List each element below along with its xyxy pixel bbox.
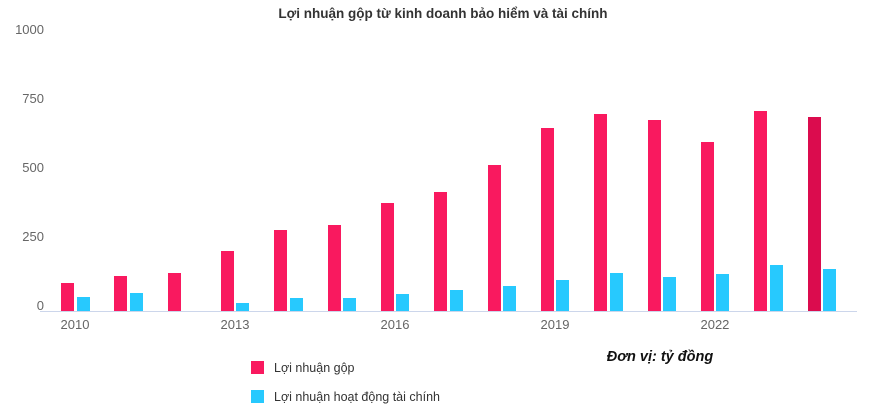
y-tick-label-0: 0 <box>36 298 44 313</box>
bar-series0-2021[interactable] <box>647 119 661 311</box>
x-tick-label-2019: 2019 <box>540 317 570 332</box>
bar-series0-2022[interactable] <box>700 142 714 311</box>
x-tick-label-2010: 2010 <box>60 317 90 332</box>
legend-swatch-finance <box>251 390 264 403</box>
legend-item-finance[interactable]: Lợi nhuận hoạt động tài chính <box>251 388 440 405</box>
legend-swatch-gross <box>251 361 264 374</box>
y-tick-label-750: 750 <box>22 91 44 106</box>
y-tick-label-1000: 1000 <box>15 22 44 37</box>
bar-series0-2013[interactable] <box>220 250 234 311</box>
legend: Lợi nhuận gộp Lợi nhuận hoạt động tài ch… <box>251 359 440 417</box>
bar-series1-2013[interactable] <box>236 302 250 311</box>
bar-series1-2016[interactable] <box>396 294 410 311</box>
bar-series1-2023[interactable] <box>769 264 783 311</box>
bar-series0-2017[interactable] <box>434 191 448 311</box>
bar-series1-2014[interactable] <box>289 298 303 311</box>
legend-label-gross: Lợi nhuận gộp <box>274 360 355 375</box>
bar-series0-2015[interactable] <box>327 225 341 311</box>
bar-series0-2024[interactable] <box>807 117 821 311</box>
x-tick-label-2022: 2022 <box>700 317 730 332</box>
bar-series1-2024[interactable] <box>823 268 837 311</box>
chart-title: Lợi nhuận gộp từ kinh doanh bảo hiểm và … <box>278 6 608 21</box>
bar-series1-2017[interactable] <box>449 289 463 311</box>
bar-series0-2019[interactable] <box>540 128 554 311</box>
bar-series1-2011[interactable] <box>129 292 143 311</box>
unit-note: Đơn vị: tỷ đồng <box>606 349 714 365</box>
bar-series0-2016[interactable] <box>380 202 394 311</box>
x-tick-label-2016: 2016 <box>380 317 410 332</box>
legend-label-finance: Lợi nhuận hoạt động tài chính <box>274 389 440 404</box>
bar-series1-2022[interactable] <box>716 274 730 311</box>
x-tick-label-2013: 2013 <box>220 317 250 332</box>
bar-series0-2011[interactable] <box>114 275 128 311</box>
bar-series1-2019[interactable] <box>556 280 570 311</box>
bar-series1-2018[interactable] <box>503 285 517 311</box>
bar-series0-2012[interactable] <box>167 273 181 311</box>
legend-item-gross[interactable]: Lợi nhuận gộp <box>251 359 440 376</box>
bar-series0-2014[interactable] <box>274 229 288 311</box>
bar-series0-2020[interactable] <box>594 114 608 311</box>
bar-series0-2018[interactable] <box>487 164 501 311</box>
bar-series1-2015[interactable] <box>343 298 357 311</box>
bar-series0-2023[interactable] <box>754 111 768 311</box>
bar-series1-2010[interactable] <box>76 296 90 311</box>
bar-series1-2021[interactable] <box>663 277 677 311</box>
y-tick-label-250: 250 <box>22 229 44 244</box>
x-axis-line <box>40 311 857 312</box>
bar-series1-2020[interactable] <box>609 273 623 311</box>
bar-series0-2010[interactable] <box>61 282 74 311</box>
y-tick-label-500: 500 <box>22 160 44 175</box>
